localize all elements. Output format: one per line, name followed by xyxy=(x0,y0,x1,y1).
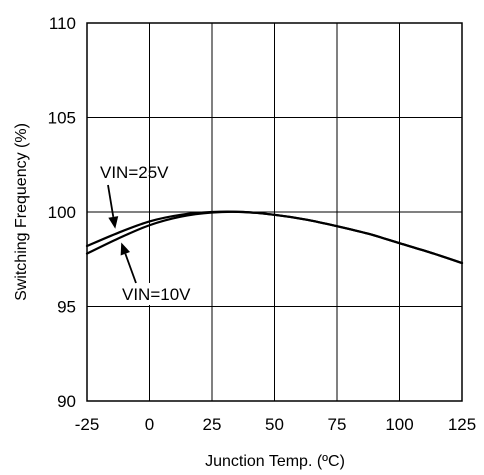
x-tick-label: -25 xyxy=(75,415,100,434)
tick-labels: -25 0 25 50 75 100 125 90 95 100 105 110 xyxy=(48,14,477,434)
annotation-background xyxy=(119,283,203,305)
arrow-vin-10v xyxy=(120,242,137,284)
annotation-vin-25v: VIN=25V xyxy=(100,163,169,182)
y-tick-label: 100 xyxy=(48,203,76,222)
x-axis-label: Junction Temp. (ºC) xyxy=(205,453,345,470)
arrow-vin-25v xyxy=(107,184,119,229)
x-tick-label: 0 xyxy=(145,415,154,434)
grid-lines xyxy=(87,23,462,401)
x-tick-label: 100 xyxy=(385,415,413,434)
x-tick-label: 25 xyxy=(203,415,222,434)
plot-frame xyxy=(86,22,463,402)
x-tick-label: 50 xyxy=(265,415,284,434)
annotation-layer: VIN=25V VIN=10V xyxy=(100,163,203,305)
y-tick-label: 90 xyxy=(57,392,76,411)
y-tick-label: 110 xyxy=(49,14,76,33)
x-tick-label: 125 xyxy=(448,415,476,434)
y-tick-label: 105 xyxy=(48,109,76,128)
series-line-vin-10v xyxy=(85,210,464,265)
x-tick-label: 75 xyxy=(328,415,347,434)
y-tick-label: 95 xyxy=(57,298,76,317)
series-layer xyxy=(85,210,464,265)
y-axis-label: Switching Frequency (%) xyxy=(13,123,30,301)
annotation-vin-10v: VIN=10V xyxy=(122,285,191,304)
